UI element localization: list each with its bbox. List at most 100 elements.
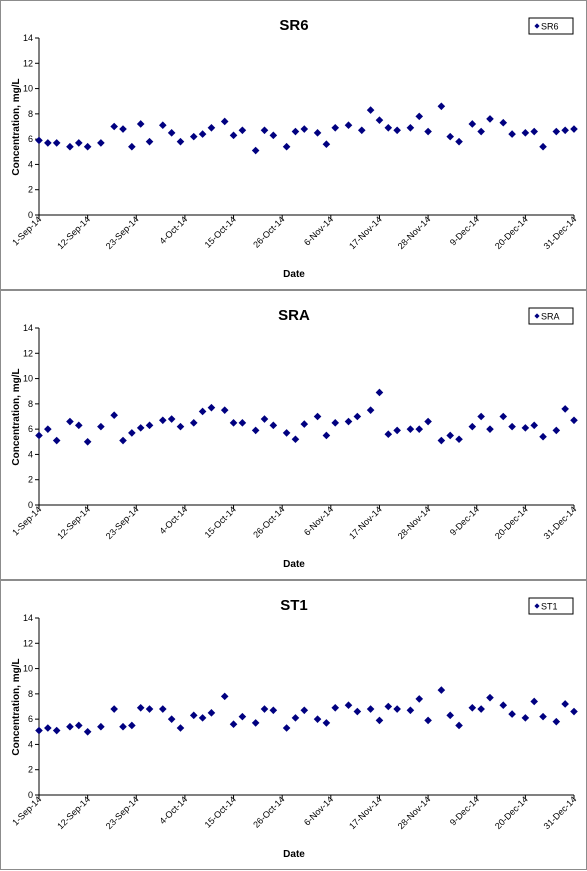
data-point: [251, 426, 260, 435]
data-point: [198, 407, 207, 416]
data-point: [521, 424, 530, 432]
data-point: [229, 419, 238, 427]
data-point: [486, 693, 494, 702]
x-axis-label: Date: [283, 849, 305, 860]
y-tick-label: 12: [23, 638, 33, 648]
data-point: [477, 412, 485, 421]
x-axis-label: Date: [283, 559, 305, 570]
data-point: [508, 130, 516, 138]
data-point: [406, 425, 415, 433]
data-point: [344, 701, 353, 710]
x-tick-label: 31-Dec-14: [542, 794, 579, 831]
data-point: [128, 429, 136, 437]
data-point: [83, 727, 92, 736]
data-point: [238, 126, 247, 135]
data-point: [97, 139, 105, 147]
legend-marker: [534, 313, 540, 319]
data-point: [486, 115, 494, 123]
data-point: [238, 419, 247, 427]
x-tick-label: 17-Nov-14: [347, 504, 384, 541]
data-point: [552, 426, 561, 435]
y-tick-label: 10: [23, 374, 33, 384]
data-point: [375, 716, 384, 725]
data-point: [136, 703, 145, 712]
legend-box: [528, 17, 574, 35]
y-tick-label: 8: [28, 109, 33, 119]
data-point: [539, 142, 547, 151]
x-tick-label: 17-Nov-14: [347, 794, 384, 831]
data-point: [561, 126, 569, 135]
data-point: [110, 122, 118, 131]
data-point: [499, 412, 508, 421]
data-point: [136, 120, 145, 128]
data-point: [198, 714, 207, 722]
y-tick-label: 4: [28, 159, 33, 169]
y-tick-label: 0: [28, 790, 33, 800]
data-point: [552, 717, 561, 726]
chart-title: SR6: [279, 17, 308, 34]
x-tick-label: 26-Oct-14: [251, 794, 286, 829]
x-tick-label: 12-Sep-14: [55, 504, 92, 541]
y-axis-label: Concentration, mg/L: [11, 368, 22, 465]
data-point: [176, 724, 185, 732]
x-tick-label: 9-Dec-14: [448, 504, 481, 537]
data-point: [570, 125, 578, 133]
data-point: [366, 705, 375, 713]
data-point: [128, 721, 136, 730]
data-point: [260, 415, 269, 423]
data-point: [384, 123, 393, 132]
data-point: [189, 132, 198, 141]
data-point: [561, 700, 569, 708]
y-tick-label: 14: [23, 613, 33, 623]
y-axis-label: Concentration, mg/L: [11, 78, 22, 175]
data-point: [44, 724, 52, 732]
x-tick-label: 12-Sep-14: [55, 214, 92, 251]
data-point: [322, 140, 331, 148]
data-point: [486, 425, 494, 433]
data-point: [468, 120, 477, 128]
x-tick-label: 4-Oct-14: [157, 504, 189, 536]
data-point: [313, 715, 322, 723]
data-point: [455, 137, 463, 146]
data-point: [176, 422, 185, 431]
data-point: [477, 127, 485, 136]
data-point: [66, 142, 74, 151]
data-point: [229, 720, 238, 728]
data-point: [110, 705, 118, 713]
data-point: [499, 701, 508, 710]
data-point: [446, 132, 454, 141]
x-tick-label: 28-Nov-14: [396, 214, 433, 251]
x-tick-label: 31-Dec-14: [542, 214, 579, 251]
data-point: [446, 431, 454, 440]
data-point: [552, 127, 561, 136]
x-tick-label: 15-Oct-14: [203, 214, 238, 249]
x-tick-label: 1-Sep-14: [10, 214, 43, 247]
data-point: [455, 435, 463, 444]
scatter-chart-sr6: SR6 0 2 4 6 8 10 12 14 1-Sep-14 12-Sep-14 23-Sep-14…: [10, 17, 579, 280]
data-point: [110, 411, 118, 420]
data-point: [415, 695, 424, 703]
x-tick-label: 4-Oct-14: [157, 794, 189, 826]
data-point: [313, 129, 322, 137]
data-point: [136, 424, 145, 432]
data-point: [167, 415, 176, 423]
data-point: [238, 712, 247, 721]
data-point: [207, 709, 216, 717]
data-point: [375, 116, 384, 124]
scatter-chart-st1: ST1 0 2 4 6 8 10 12 14 1-Sep-14 12-Sep-14 23-Sep-14…: [10, 597, 579, 860]
data-point: [167, 715, 176, 723]
x-tick-label: 1-Sep-14: [10, 504, 43, 537]
data-point: [189, 419, 198, 427]
data-point: [66, 417, 74, 426]
data-point: [189, 711, 198, 720]
data-point: [521, 714, 530, 722]
data-point: [282, 429, 291, 437]
data-point: [35, 726, 43, 735]
data-point: [260, 705, 269, 713]
data-point: [424, 417, 432, 426]
data-point: [159, 705, 167, 713]
x-tick-label: 6-Nov-14: [302, 504, 335, 537]
y-tick-label: 14: [23, 33, 33, 43]
data-point: [530, 127, 539, 136]
data-point: [570, 416, 578, 425]
